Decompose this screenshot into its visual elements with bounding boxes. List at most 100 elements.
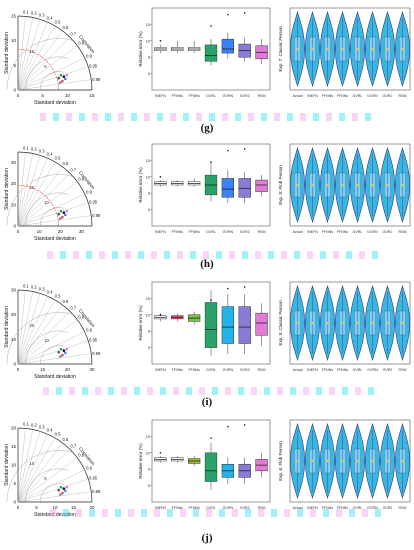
artifact-block bbox=[245, 509, 251, 517]
violin-median-dot bbox=[326, 321, 329, 325]
taylor-corr-line bbox=[17, 193, 85, 227]
artifact-block bbox=[251, 387, 257, 395]
violin-category-label: GVRN bbox=[367, 506, 378, 510]
taylor-corr-line bbox=[17, 202, 89, 227]
artifact-block bbox=[329, 387, 335, 395]
boxplot-category-label: RSM bbox=[258, 368, 266, 372]
artifact-block bbox=[355, 387, 361, 395]
taylor-y-tick: 10 bbox=[11, 38, 17, 43]
violin-category-label: GVRL bbox=[353, 230, 363, 234]
taylor-model-point bbox=[59, 209, 63, 213]
taylor-corr-line bbox=[17, 17, 33, 91]
artifact-block bbox=[229, 251, 235, 259]
taylor-corr-tick: 0.99 bbox=[92, 213, 101, 218]
boxplot-category-label: INEFN bbox=[155, 94, 166, 98]
artifact-block bbox=[118, 113, 124, 121]
artifact-block bbox=[212, 387, 218, 395]
taylor-diagram: 0.1 0.2 0.30.40.50.60.70.80.90.950.99Corre… bbox=[4, 421, 101, 518]
violin-median-dot bbox=[356, 47, 359, 51]
taylor-corr-tick: 0.1 bbox=[23, 283, 29, 288]
taylor-corr-line bbox=[17, 152, 26, 227]
artifact-block bbox=[349, 509, 355, 517]
artifact-block bbox=[323, 509, 329, 517]
boxplot-box bbox=[255, 179, 268, 192]
artifact-block bbox=[209, 113, 215, 121]
taylor-corr-tick: 0.7 bbox=[70, 32, 76, 37]
violin-category-label: INEFN bbox=[307, 368, 318, 372]
taylor-rms-label: 5 bbox=[44, 64, 47, 69]
violin-category-label: GVRN bbox=[367, 230, 378, 234]
boxplot-category-label: FFNNs bbox=[172, 230, 184, 234]
violin-median-dot bbox=[326, 183, 329, 187]
boxplot-category-label: GVRN bbox=[223, 94, 234, 98]
violin-median-dot bbox=[296, 183, 299, 187]
violin-median-dot bbox=[296, 47, 299, 51]
boxplot-category-label: INEFN bbox=[155, 368, 166, 372]
artifact-block bbox=[307, 251, 313, 259]
taylor-corr-tick: 0.9 bbox=[86, 190, 92, 195]
boxplot-outlier bbox=[210, 437, 212, 439]
taylor-diagram: 0.1 0.2 0.30.40.50.60.70.80.90.950.99Corre… bbox=[4, 283, 101, 380]
boxplot-outlier bbox=[227, 425, 229, 428]
taylor-corr-tick: 0.95 bbox=[89, 199, 98, 204]
violin-median-dot bbox=[371, 47, 374, 51]
artifact-block bbox=[297, 509, 303, 517]
taylor-model-point bbox=[57, 488, 60, 492]
taylor-corr-line bbox=[17, 166, 63, 227]
taylor-corr-line bbox=[17, 57, 85, 91]
violin-category-label: FFNNs bbox=[322, 506, 334, 510]
boxplot-outlier bbox=[227, 287, 229, 290]
violin-category-label: FFNNs bbox=[322, 94, 334, 98]
artifact-block bbox=[222, 113, 228, 121]
taylor-rms-arc bbox=[40, 483, 65, 503]
violin-category-label: Actual bbox=[293, 230, 303, 234]
taylor-corr-line bbox=[17, 299, 56, 365]
artifact-stripe bbox=[43, 387, 374, 395]
boxplot-y-tick: 0 bbox=[148, 207, 151, 212]
artifact-block bbox=[219, 509, 225, 517]
artifact-stripe bbox=[50, 509, 381, 517]
taylor-y-label: Standard deviation bbox=[4, 32, 10, 74]
taylor-model-point bbox=[62, 211, 66, 214]
taylor-corr-tick: 0.9 bbox=[86, 328, 92, 333]
violin-median-dot bbox=[386, 321, 389, 325]
taylor-x-tick: 10 bbox=[40, 367, 46, 372]
boxplot-outlier bbox=[243, 148, 246, 150]
taylor-model-point bbox=[64, 489, 67, 493]
artifact-block bbox=[333, 251, 339, 259]
taylor-x-tick: 5 bbox=[41, 93, 44, 98]
taylor-corr-tick: 0.6 bbox=[62, 437, 68, 442]
artifact-block bbox=[274, 113, 280, 121]
taylor-corr-tick: 0.99 bbox=[92, 489, 101, 494]
artifact-block bbox=[326, 113, 332, 121]
artifact-block bbox=[53, 113, 59, 121]
artifact-block bbox=[336, 509, 342, 517]
boxplot-y-label: Relative error (%) bbox=[138, 443, 143, 479]
taylor-y-tick: 5 bbox=[13, 63, 16, 68]
taylor-rms-arc bbox=[40, 345, 65, 365]
artifact-block bbox=[177, 251, 183, 259]
artifact-block bbox=[316, 387, 322, 395]
taylor-x-tick: 0 bbox=[17, 505, 20, 510]
violin-category-label: RSM bbox=[399, 368, 407, 372]
taylor-corr-tick: 0.95 bbox=[89, 63, 98, 68]
taylor-x-tick: 0 bbox=[17, 229, 20, 234]
taylor-x-tick: 10 bbox=[52, 505, 58, 510]
artifact-block bbox=[82, 387, 88, 395]
boxplot-box bbox=[204, 44, 218, 62]
taylor-corr-tick: 0.4 bbox=[47, 290, 53, 295]
boxplot-category-label: FFNNs bbox=[188, 230, 200, 234]
artifact-block bbox=[154, 509, 160, 517]
violin-category-label: GVRN bbox=[367, 94, 378, 98]
violin-plot: Exp. 5: Classic Person Actual INEFN FFNNs FF… bbox=[278, 281, 411, 372]
taylor-x-tick: 15 bbox=[89, 93, 95, 98]
taylor-corr-line bbox=[17, 457, 78, 503]
taylor-x-tick: 10 bbox=[37, 229, 43, 234]
boxplot-category-label: FFNNs bbox=[188, 368, 200, 372]
taylor-y-tick: 15 bbox=[11, 444, 17, 449]
taylor-corr-line bbox=[17, 469, 85, 503]
violin-category-label: GVRL bbox=[353, 368, 363, 372]
violin-median-dot bbox=[356, 459, 359, 463]
taylor-model-point bbox=[58, 493, 62, 496]
